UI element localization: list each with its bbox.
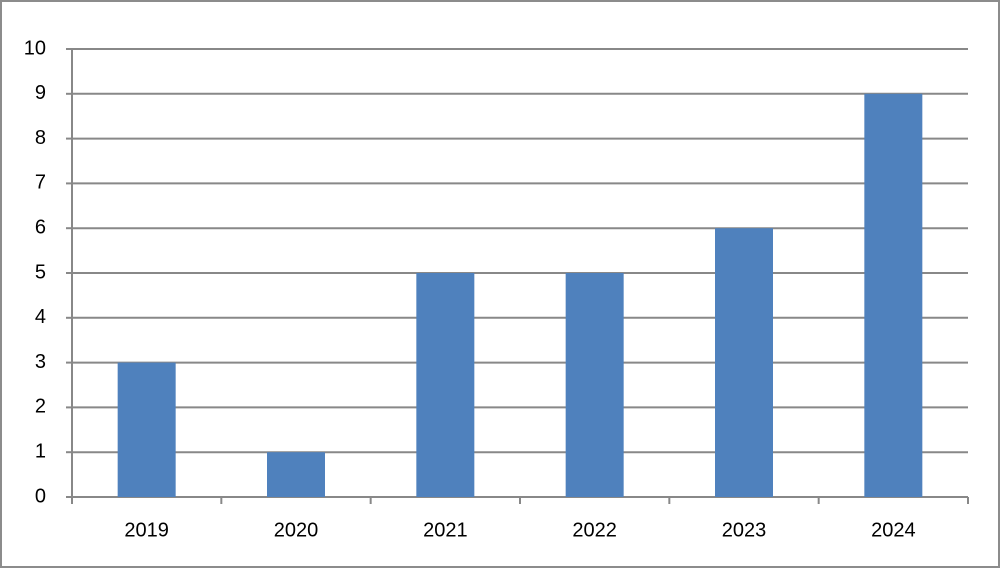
x-tick-label: 2024 [871,519,916,541]
y-tick-label: 9 [35,82,46,104]
bar [117,362,176,497]
y-tick-label: 5 [35,261,46,283]
y-tick-label: 6 [35,216,46,238]
y-tick-label: 10 [24,37,46,59]
y-tick-label: 3 [35,351,46,373]
y-tick-label: 1 [35,440,46,462]
x-tick-label: 2019 [124,519,169,541]
y-tick-label: 0 [35,485,46,507]
bar [416,273,475,497]
x-tick-label: 2020 [274,519,319,541]
bar [715,228,773,497]
x-tick-label: 2022 [572,519,617,541]
y-tick-label: 4 [35,306,46,328]
bar [267,452,325,497]
y-tick-label: 2 [35,396,46,418]
bar [565,273,624,497]
y-tick-label: 8 [35,127,46,149]
x-tick-label: 2021 [423,519,468,541]
bar [864,93,923,498]
y-tick-label: 7 [35,172,46,194]
x-tick-label: 2023 [722,519,767,541]
